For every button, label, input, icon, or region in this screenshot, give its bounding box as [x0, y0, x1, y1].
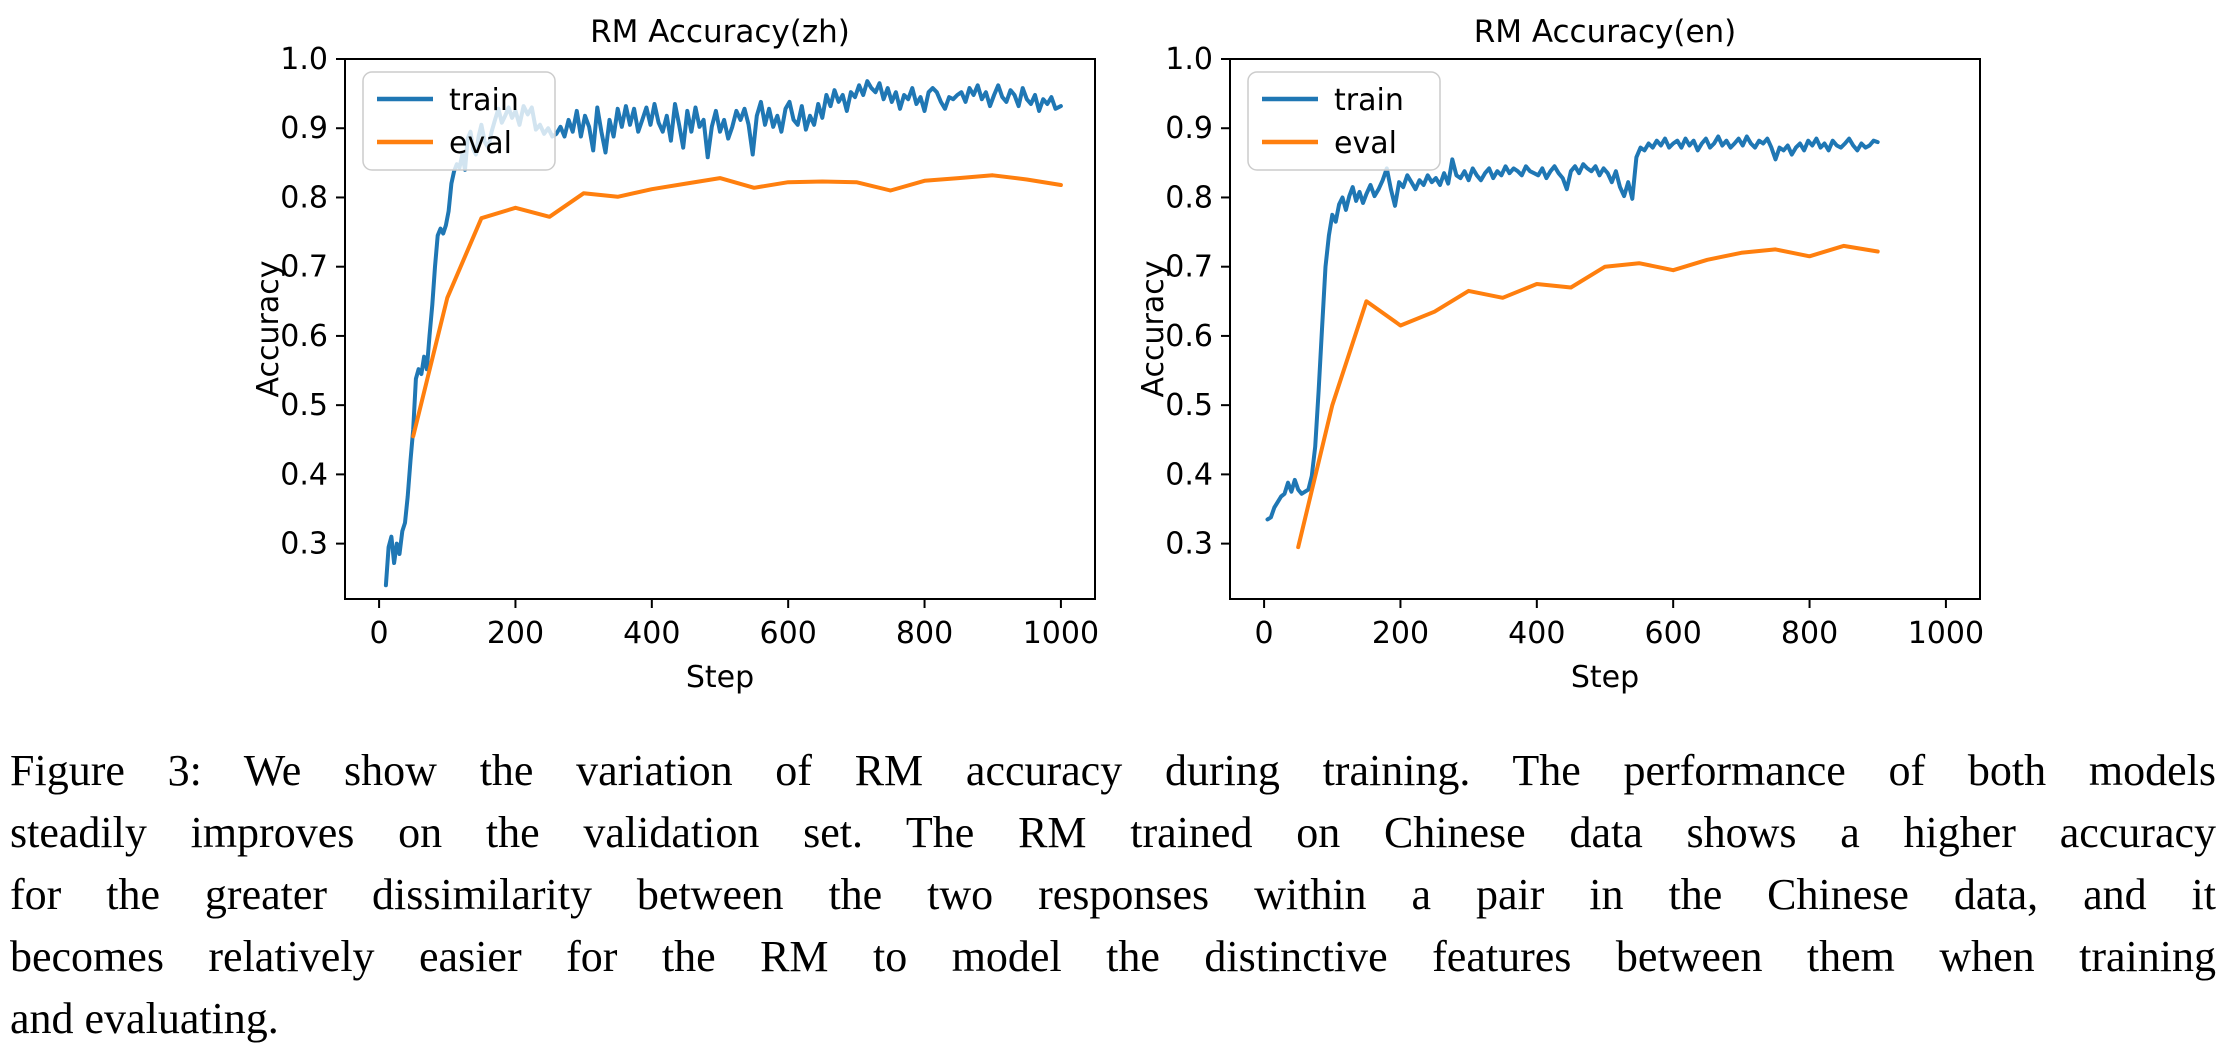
legend-label: train	[449, 83, 519, 118]
y-tick-label: 1.0	[1165, 42, 1213, 77]
y-tick-label: 0.3	[1165, 527, 1213, 562]
chart-title: RM Accuracy(en)	[1474, 14, 1737, 50]
x-tick-label: 600	[760, 616, 817, 651]
series-line-eval	[411, 173, 1063, 439]
y-tick-label: 0.7	[280, 250, 328, 285]
plot-border	[1229, 58, 1981, 600]
caption-line: Figure 3: We show the variation of RM ac…	[10, 746, 2216, 795]
y-tick-label: 0.8	[280, 180, 328, 215]
y-tick-label: 0.4	[1165, 457, 1213, 492]
caption-line: for the greater dissimilarity between th…	[10, 870, 2216, 919]
legend-label: eval	[449, 126, 512, 161]
x-axis-label: Step	[686, 660, 754, 695]
series-line-eval	[1296, 243, 1880, 550]
y-tick-label: 0.3	[280, 527, 328, 562]
caption-line: steadily improves on the validation set.…	[10, 808, 2216, 857]
y-tick-label: 0.9	[1165, 111, 1213, 146]
y-tick-label: 0.7	[1165, 250, 1213, 285]
y-tick-label: 0.9	[280, 111, 328, 146]
y-tick-label: 0.4	[280, 457, 328, 492]
legend-label: train	[1334, 83, 1404, 118]
caption-line: becomes relatively easier for the RM to …	[10, 932, 2216, 981]
x-tick-label: 800	[896, 616, 953, 651]
legend-box	[362, 71, 556, 171]
x-axis-label: Step	[1571, 660, 1639, 695]
y-tick-label: 0.5	[280, 388, 328, 423]
y-tick-label: 0.5	[1165, 388, 1213, 423]
x-tick-label: 1000	[1908, 616, 1984, 651]
y-tick-label: 0.8	[1165, 180, 1213, 215]
chart-rm-accuracy-zh: 0 200 400 600 800 1000 0.3 0.4 0.5 0.6 0.7 0.8 0.9 1.…	[251, 14, 1099, 695]
y-axis-label: Accuracy	[251, 261, 286, 398]
legend-label: eval	[1334, 126, 1397, 161]
x-tick-label: 0	[370, 616, 389, 651]
series-line-train	[1265, 134, 1880, 522]
x-tick-label: 400	[1508, 616, 1565, 651]
y-axis-label: Accuracy	[1136, 261, 1171, 398]
chart-title: RM Accuracy(zh)	[590, 14, 850, 50]
x-tick-label: 200	[1372, 616, 1429, 651]
legend-box	[1247, 71, 1441, 171]
figure-caption: Figure 3: We show the variation of RM ac…	[10, 740, 2216, 1050]
plot-border	[344, 58, 1096, 600]
figure-page: 0 200 400 600 800 1000 0.3 0.4 0.5 0.6 0.7 0.8 0.9 1.…	[0, 14, 2230, 1050]
x-tick-label: 0	[1255, 616, 1274, 651]
caption-line: and evaluating.	[10, 994, 279, 1043]
chart-rm-accuracy-en: 0 200 400 600 800 1000 0.3 0.4 0.5 0.6 0.7 0.8 0.9 1.…	[1136, 14, 1984, 695]
x-tick-label: 600	[1645, 616, 1702, 651]
x-tick-label: 1000	[1023, 616, 1099, 651]
y-tick-label: 1.0	[280, 42, 328, 77]
charts-row: 0 200 400 600 800 1000 0.3 0.4 0.5 0.6 0.7 0.8 0.9 1.…	[250, 14, 2230, 714]
x-tick-label: 200	[487, 616, 544, 651]
x-tick-label: 800	[1781, 616, 1838, 651]
y-tick-label: 0.6	[280, 319, 328, 354]
x-tick-label: 400	[623, 616, 680, 651]
y-tick-label: 0.6	[1165, 319, 1213, 354]
